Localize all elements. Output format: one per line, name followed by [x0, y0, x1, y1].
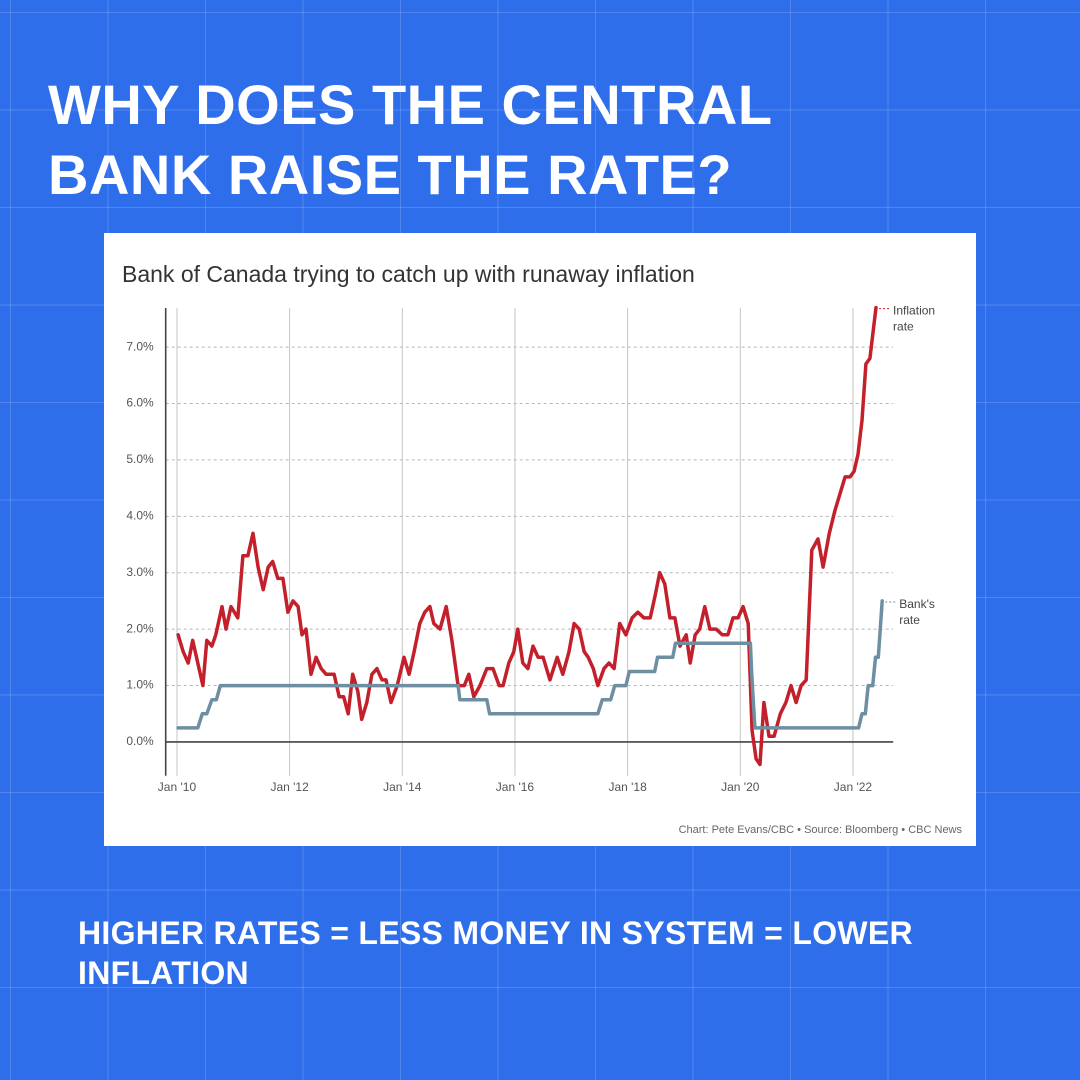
series-label: Bank's rate — [899, 597, 935, 627]
chart-title: Bank of Canada trying to catch up with r… — [122, 261, 695, 287]
chart-panel — [104, 233, 976, 846]
x-tick-label: Jan '18 — [608, 780, 647, 794]
x-tick-label: Jan '16 — [496, 780, 535, 794]
x-tick-label: Jan '10 — [158, 780, 197, 794]
y-tick-label: 0.0% — [126, 734, 154, 748]
y-tick-label: 3.0% — [126, 565, 154, 579]
footline: HIGHER RATES = LESS MONEY IN SYSTEM = LO… — [78, 915, 913, 991]
y-tick-label: 4.0% — [126, 509, 154, 523]
y-tick-label: 1.0% — [126, 678, 154, 692]
y-tick-label: 7.0% — [126, 339, 154, 353]
y-tick-label: 2.0% — [126, 621, 154, 635]
series-label-word: rate — [899, 613, 920, 627]
x-tick-label: Jan '22 — [834, 780, 873, 794]
series-line — [176, 305, 878, 767]
series-label: Inflation rate — [893, 304, 935, 334]
y-tick-label: 5.0% — [126, 452, 154, 466]
series-line — [176, 599, 884, 730]
series-label-word: Bank's — [899, 597, 935, 611]
series-label-word: Inflation — [893, 304, 935, 318]
series-label-word: rate — [893, 320, 914, 334]
headline: WHY DOES THE CENTRAL BANK RAISE THE RATE… — [48, 73, 772, 206]
y-tick-label: 6.0% — [126, 396, 154, 410]
x-tick-label: Jan '14 — [383, 780, 422, 794]
x-tick-label: Jan '12 — [270, 780, 309, 794]
chart-source: Chart: Pete Evans/CBC • Source: Bloomber… — [679, 824, 963, 836]
x-tick-label: Jan '20 — [721, 780, 760, 794]
